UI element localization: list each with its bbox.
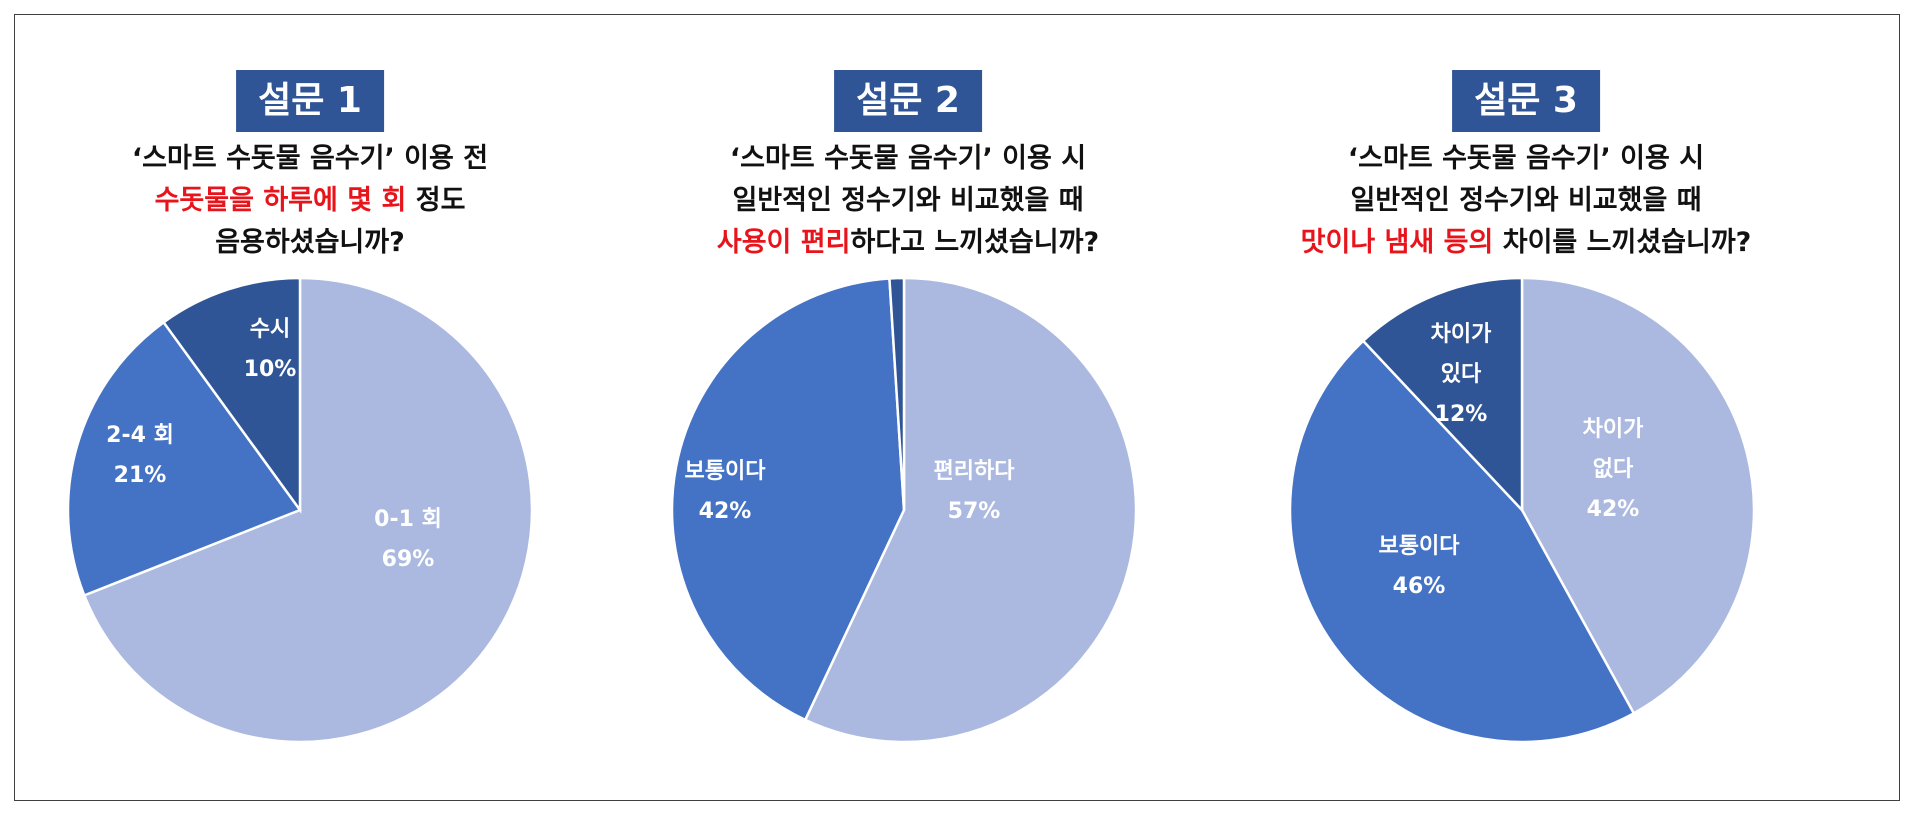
question-line: 일반적인 정수기와 비교했을 때 (598, 180, 1218, 222)
pie-slice (161, 276, 302, 514)
question-line: ‘스마트 수돗물 음수기’ 이용 시 (598, 138, 1218, 180)
slice-value-label: 10% (244, 357, 297, 382)
question-highlight: 수돗물을 하루에 몇 회 (154, 185, 407, 216)
survey-question: ‘스마트 수돗물 음수기’ 이용 전 수돗물을 하루에 몇 회 정도 음용하셨습니까… (0, 138, 620, 264)
pie-slice (670, 277, 906, 722)
survey-title-badge: 설문 1 (236, 70, 384, 132)
question-text: ‘스마트 수돗물 음수기’ 이용 시 (729, 143, 1087, 174)
question-line: 일반적인 정수기와 비교했을 때 (1216, 180, 1836, 222)
chart-frame (14, 14, 1900, 801)
pie-slice (803, 276, 1138, 744)
slice-value-label: 42% (699, 499, 752, 524)
question-line: ‘스마트 수돗물 음수기’ 이용 전 (0, 138, 620, 180)
question-line: 수돗물을 하루에 몇 회 정도 (0, 180, 620, 222)
question-line: 음용하셨습니까? (0, 222, 620, 264)
pie-slice (888, 276, 906, 511)
question-highlight: 사용이 편리 (716, 227, 851, 258)
slice-category-label: 없다 (1593, 457, 1634, 482)
slice-value-label: 21% (114, 463, 167, 488)
slice-category-label: 있다 (1441, 362, 1482, 387)
slice-value-label: 46% (1393, 574, 1446, 599)
question-text: 일반적인 정수기와 비교했을 때 (732, 185, 1084, 216)
pie-slice (1361, 276, 1524, 514)
question-line: 사용이 편리하다고 느끼셨습니까? (598, 222, 1218, 264)
question-text: 하다고 느끼셨습니까? (850, 227, 1100, 258)
slice-category-label: 보통이다 (685, 459, 767, 484)
slice-value-label: 57% (948, 499, 1001, 524)
survey-title-badge: 설문 3 (1452, 70, 1600, 132)
slice-category-label: 차이가 (1431, 322, 1492, 347)
slice-category-label: 편리하다 (934, 459, 1016, 484)
slice-category-label: 0-1 회 (374, 507, 442, 532)
question-highlight: 맛이나 냄새 등의 (1300, 227, 1494, 258)
question-text: ‘스마트 수돗물 음수기’ 이용 시 (1347, 143, 1705, 174)
survey-panel-1: 설문 1 ‘스마트 수돗물 음수기’ 이용 전 수돗물을 하루에 몇 회 정도 음용… (0, 0, 620, 815)
question-line: 맛이나 냄새 등의 차이를 느끼셨습니까? (1216, 222, 1836, 264)
question-text: 음용하셨습니까? (215, 227, 405, 258)
question-text: ‘스마트 수돗물 음수기’ 이용 전 (131, 143, 489, 174)
slice-category-label: 차이가 (1583, 417, 1644, 442)
pie-slice (66, 320, 302, 598)
pie-chart-2: 편리하다 57% 보통이다 42% (670, 276, 1138, 744)
slice-value-label: 12% (1435, 402, 1488, 427)
question-text: 차이를 느끼셨습니까? (1493, 227, 1752, 258)
slice-category-label: 2-4 회 (106, 423, 174, 448)
pie-slice (82, 276, 534, 744)
slice-category-label: 수시 (250, 317, 290, 342)
question-text: 정도 (406, 185, 466, 216)
slice-value-label: 69% (382, 547, 435, 572)
slice-category-label: 보통이다 (1379, 534, 1461, 559)
pie-chart-1: 0-1 회 69% 2-4 회 21% 수시 10% (66, 276, 534, 744)
slice-value-label: 42% (1587, 497, 1640, 522)
pie-slice (1520, 276, 1756, 715)
question-line: ‘스마트 수돗물 음수기’ 이용 시 (1216, 138, 1836, 180)
question-text: 일반적인 정수기와 비교했을 때 (1350, 185, 1702, 216)
survey-title-badge: 설문 2 (834, 70, 982, 132)
pie-slice (1288, 339, 1636, 744)
